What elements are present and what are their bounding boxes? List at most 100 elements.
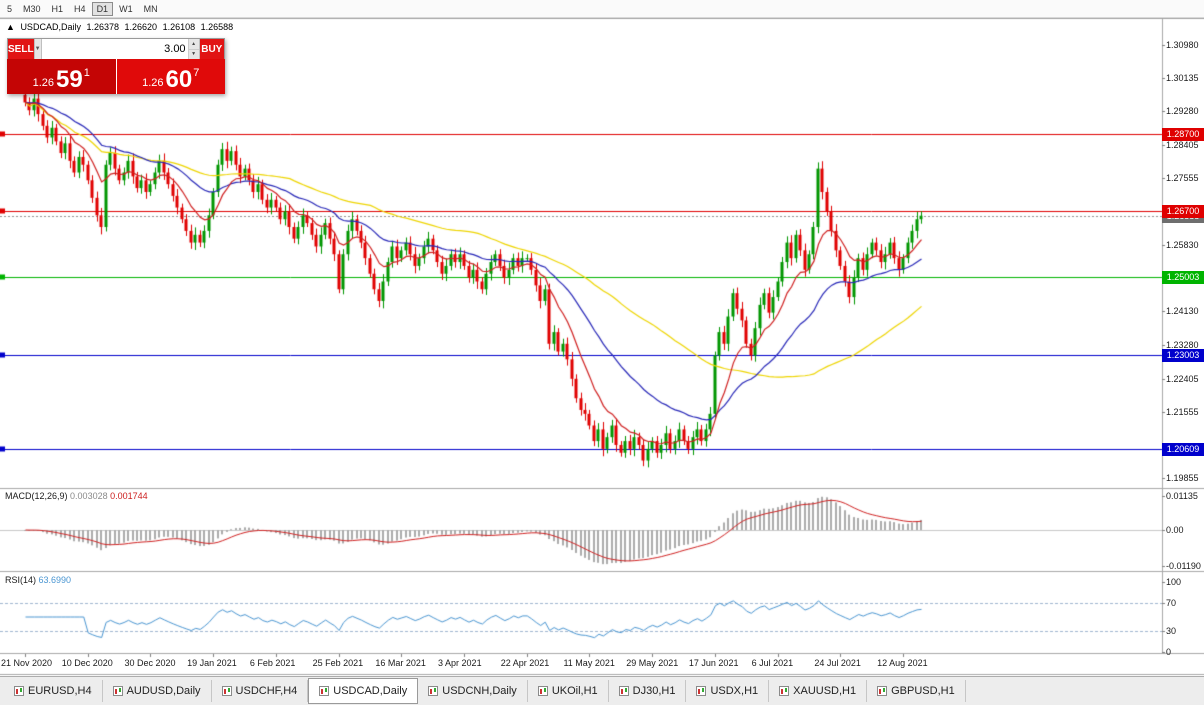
macd-label: MACD(12,26,9) 0.003028 0.001744 <box>5 491 148 501</box>
timeframe-mn[interactable]: MN <box>139 2 163 16</box>
chart-icon <box>428 686 439 696</box>
price-axis-tick: 1.23280 <box>1166 339 1199 350</box>
close-value: 1.26588 <box>200 22 234 32</box>
volume-down-button[interactable]: ▼ <box>187 49 199 59</box>
tab-label: UKOil,H1 <box>551 685 598 697</box>
chart-ohlc-header: ▲ USDCAD,Daily 1.26378 1.26620 1.26108 1… <box>6 22 236 32</box>
date-label: 25 Feb 2021 <box>312 658 364 668</box>
price-level-badge: 1.28700 <box>1162 127 1204 141</box>
sell-price-big: 59 <box>56 66 83 93</box>
rsi-name: RSI(14) <box>5 575 37 585</box>
price-axis-tick: 1.30135 <box>1166 72 1199 83</box>
date-label: 24 Jul 2021 <box>814 658 861 668</box>
high-value: 1.26620 <box>124 22 158 32</box>
tab-label: USDX,H1 <box>710 685 759 697</box>
chart-icon <box>221 686 232 696</box>
timeframe-m30[interactable]: M30 <box>18 2 46 16</box>
price-axis-tick: 1.25830 <box>1166 240 1199 251</box>
timeframe-h1[interactable]: H1 <box>47 2 69 16</box>
volume-up-button[interactable]: ▲ <box>187 39 199 50</box>
date-label: 12 Aug 2021 <box>877 658 928 668</box>
rsi-value: 63.6990 <box>38 575 72 585</box>
price-axis-tick: 1.21555 <box>1166 406 1199 417</box>
buy-price[interactable]: 1.26 60 7 <box>116 59 225 94</box>
tab-audusd-daily[interactable]: AUDUSD,Daily <box>103 680 212 702</box>
buy-price-sup: 7 <box>193 67 200 79</box>
date-label: 11 May 2021 <box>563 658 615 668</box>
trade-controls-row: SELL ▼ ▲ ▼ BUY <box>7 38 225 59</box>
chart-icon <box>779 686 790 696</box>
timeframe-5[interactable]: 5 <box>2 2 17 16</box>
tab-label: USDCNH,Daily <box>442 685 517 697</box>
tab-gbpusd-h1[interactable]: GBPUSD,H1 <box>867 680 966 702</box>
price-axis-tick: 1.30980 <box>1166 39 1199 50</box>
price-axis-tick: 1.19855 <box>1166 472 1199 483</box>
tab-usdcad-daily[interactable]: USDCAD,Daily <box>308 678 419 704</box>
macd-axis-tick: 0.01135 <box>1166 490 1198 501</box>
tab-usdcnh-daily[interactable]: USDCNH,Daily <box>418 680 528 702</box>
rsi-label: RSI(14) 63.6990 <box>5 575 71 585</box>
sell-price[interactable]: 1.26 59 1 <box>7 59 116 94</box>
timeframe-w1[interactable]: W1 <box>114 2 138 16</box>
volume-field: ▲ ▼ <box>40 39 200 59</box>
open-value: 1.26378 <box>86 22 120 32</box>
chart-icon <box>877 686 888 696</box>
price-level-badge: 1.25003 <box>1162 271 1204 285</box>
tab-label: USDCAD,Daily <box>333 685 408 697</box>
timeframe-h4[interactable]: H4 <box>69 2 91 16</box>
tab-eurusd-h4[interactable]: EURUSD,H4 <box>4 680 103 702</box>
tab-ukoil-h1[interactable]: UKOil,H1 <box>528 680 609 702</box>
macd-name: MACD(12,26,9) <box>5 491 68 501</box>
date-label: 29 May 2021 <box>626 658 679 668</box>
rsi-axis-tick: 30 <box>1166 626 1177 636</box>
macd-main-value: 0.003028 <box>70 491 108 501</box>
sell-button[interactable]: SELL <box>8 39 34 59</box>
date-label: 6 Jul 2021 <box>751 658 794 668</box>
price-level-badge: 1.26700 <box>1162 205 1204 219</box>
timeframe-toolbar: 5 M30 H1 H4 D1 W1 MN <box>0 0 1204 18</box>
tab-usdx-h1[interactable]: USDX,H1 <box>686 680 770 702</box>
tab-label: DJ30,H1 <box>632 685 676 697</box>
chart-icon <box>14 686 24 696</box>
chart-icon <box>618 686 629 696</box>
macd-axis-tick: 0.00 <box>1166 525 1184 535</box>
tab-label: GBPUSD,H1 <box>891 685 955 697</box>
tab-label: EURUSD,H4 <box>28 685 92 697</box>
date-label: 30 Dec 2020 <box>124 658 176 668</box>
volume-dropdown-button[interactable]: ▼ <box>33 39 41 59</box>
tab-label: XAUUSD,H1 <box>793 685 857 697</box>
rsi-axis-tick: 70 <box>1166 598 1177 608</box>
date-label: 16 Mar 2021 <box>375 658 426 668</box>
date-label: 6 Feb 2021 <box>249 658 296 668</box>
date-label: 3 Apr 2021 <box>438 658 482 668</box>
panel-collapse-icon[interactable]: ▲ <box>6 22 15 32</box>
chart-icon <box>319 686 330 696</box>
macd-axis-tick: -0.01190 <box>1166 560 1201 571</box>
date-label: 19 Jan 2021 <box>187 658 237 668</box>
chart-icon <box>537 686 548 696</box>
date-axis: 21 Nov 2020 10 Dec 2020 30 Dec 2020 19 Jan … <box>0 656 1162 672</box>
buy-price-prefix: 1.26 <box>142 77 164 89</box>
sell-price-sup: 1 <box>83 67 90 79</box>
price-axis: 1.30980 1.30135 1.29280 1.28405 1.27555 1.258… <box>1162 0 1204 705</box>
volume-input[interactable] <box>41 39 188 59</box>
tab-label: USDCHF,H4 <box>235 685 298 697</box>
price-axis-tick: 1.28405 <box>1166 140 1199 151</box>
timeframe-d1[interactable]: D1 <box>91 1 114 16</box>
buy-button[interactable]: BUY <box>199 39 224 59</box>
price-axis-tick: 1.22405 <box>1166 373 1199 384</box>
price-axis-tick: 1.27555 <box>1166 173 1199 184</box>
tab-dj30-h1[interactable]: DJ30,H1 <box>609 680 687 702</box>
tab-usdchf-h4[interactable]: USDCHF,H4 <box>212 680 309 702</box>
trade-prices-row: 1.26 59 1 1.26 60 7 <box>7 59 225 94</box>
rsi-axis-tick: 100 <box>1166 577 1182 587</box>
tab-xauusd-h1[interactable]: XAUUSD,H1 <box>769 680 868 702</box>
low-value: 1.26108 <box>162 22 196 32</box>
symbol-label: USDCAD,Daily <box>20 22 81 32</box>
volume-stepper: ▲ ▼ <box>187 39 199 59</box>
date-label: 10 Dec 2020 <box>61 658 113 668</box>
date-label: 21 Nov 2020 <box>1 658 53 668</box>
chevron-down-icon: ▼ <box>34 46 41 52</box>
